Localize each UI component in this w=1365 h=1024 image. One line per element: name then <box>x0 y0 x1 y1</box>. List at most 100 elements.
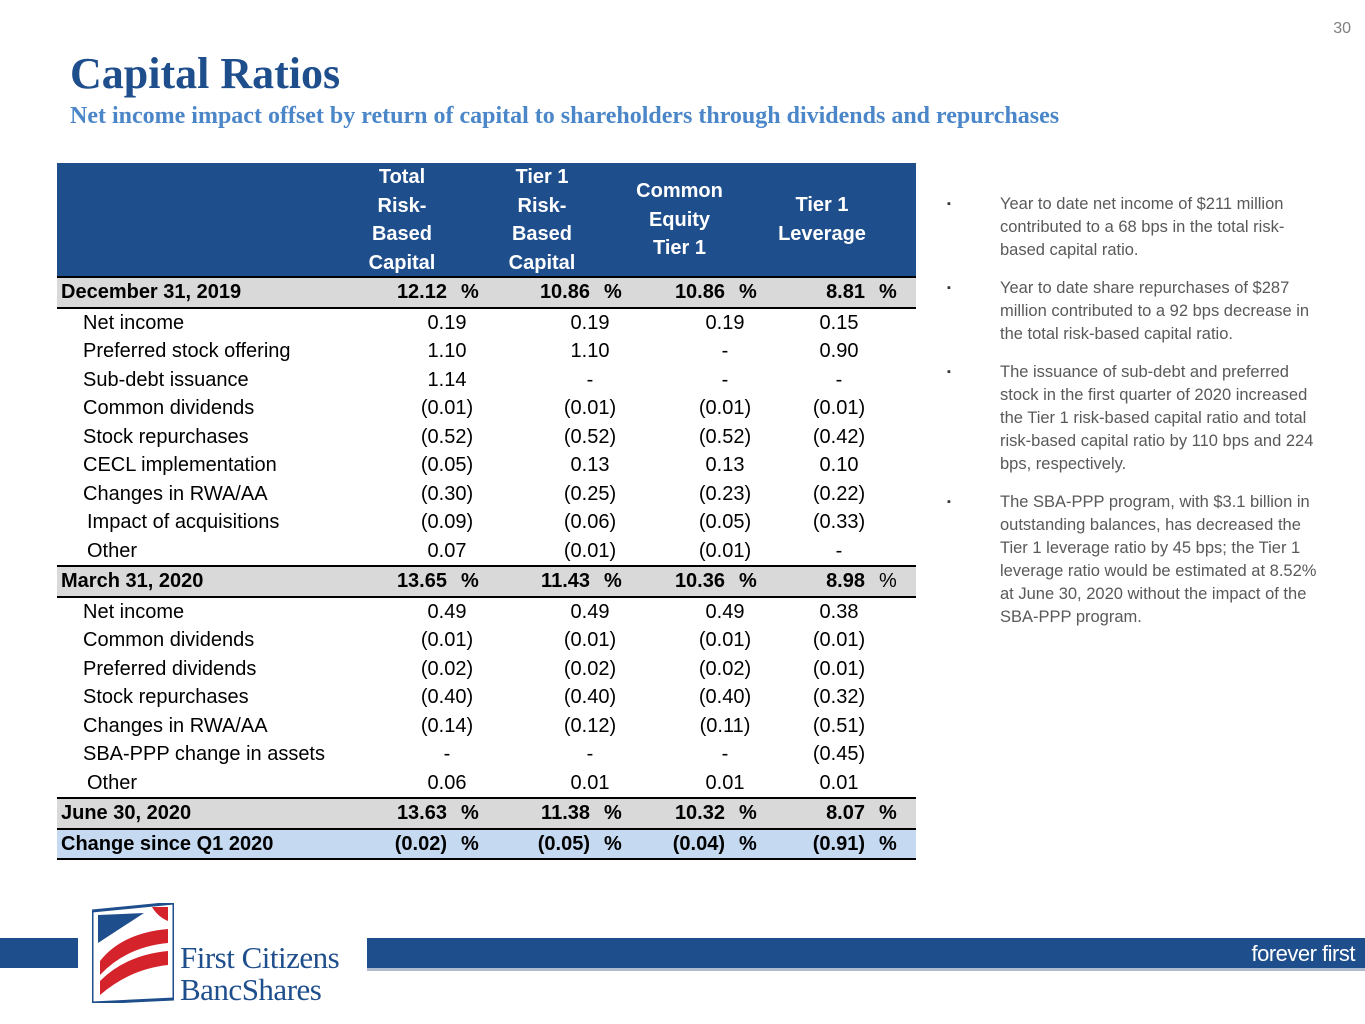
cell-value: 0.49 <box>705 600 745 623</box>
cell-value: 0.19 <box>570 311 610 334</box>
cell-value: 8.07 <box>826 802 865 824</box>
cell-value: 0.38 <box>819 600 859 623</box>
bullet-text: Year to date share repurchases of $287 m… <box>1000 279 1310 343</box>
first-citizens-flag-icon <box>92 903 174 1003</box>
table-row: CECL implementation (0.05) 0.13 0.13 0.10 <box>57 451 916 480</box>
row-label: SBA-PPP change in assets <box>83 743 325 765</box>
header-line: Based <box>511 223 573 245</box>
percent-sign: % <box>461 832 479 855</box>
cell-value: 1.14 <box>427 368 467 391</box>
cell-value: 0.01 <box>819 771 859 794</box>
cell-value: 0.01 <box>570 771 610 794</box>
header-line: Tier 1 <box>653 237 706 259</box>
row-label: Net income <box>83 311 185 334</box>
cell-value: (0.05) <box>420 454 474 476</box>
cell-value: 1.10 <box>570 340 610 362</box>
cell-value: (0.40) <box>563 686 617 708</box>
cell-value: 0.49 <box>427 600 467 623</box>
cell-value: - <box>586 743 594 765</box>
row-label: CECL implementation <box>83 454 277 476</box>
cell-value: (0.02) <box>698 657 752 680</box>
cell-value: (0.01) <box>812 629 866 651</box>
bullet-text: The issuance of sub-debt and preferred s… <box>1000 363 1314 473</box>
cell-value: (0.22) <box>812 482 866 505</box>
cell-value: (0.09) <box>420 511 474 533</box>
cell-value: (0.02) <box>394 832 447 855</box>
table-row: Net income 0.49 0.49 0.49 0.38 <box>57 598 916 627</box>
row-label: Sub-debt issuance <box>83 368 249 391</box>
percent-sign: % <box>879 570 897 592</box>
header-tier1-leverage: Tier 1 Leverage <box>762 191 882 248</box>
cell-value: 1.10 <box>427 340 467 362</box>
table-row: SBA-PPP change in assets - - - (0.45) <box>57 740 916 769</box>
table-row: Impact of acquisitions (0.09) (0.06) (0.05)… <box>57 508 916 537</box>
cell-value: (0.01) <box>563 397 617 419</box>
cell-value: 0.19 <box>427 311 467 334</box>
cell-value: (0.51) <box>812 714 866 737</box>
cell-value: (0.40) <box>420 686 474 708</box>
table-row: Sub-debt issuance 1.14 - - - <box>57 366 916 395</box>
percent-sign: % <box>739 802 757 824</box>
cell-value: (0.40) <box>698 686 752 708</box>
percent-sign: % <box>461 570 479 592</box>
cell-value: - <box>721 743 729 765</box>
row-label: Common dividends <box>83 629 255 651</box>
row-label: Changes in RWA/AA <box>83 714 268 737</box>
cell-value: (0.23) <box>698 482 752 505</box>
header-line: Risk- <box>517 194 567 217</box>
header-line: Tier 1 <box>795 194 849 216</box>
cell-value: (0.02) <box>420 657 474 680</box>
cell-value: 8.81 <box>826 281 865 303</box>
header-total-risk-based-capital: Total Risk- Based Capital <box>357 163 447 277</box>
percent-sign: % <box>879 281 897 303</box>
logo-line-1: First Citizens <box>180 940 340 975</box>
percent-sign: % <box>604 802 622 824</box>
header-line: Capital <box>368 251 436 274</box>
row-label: Stock repurchases <box>83 686 249 708</box>
cell-value: (0.30) <box>420 482 474 505</box>
logo-line-2: BancShares <box>180 972 322 1007</box>
milestone-row: December 31, 2019 12.12% 10.86% 10.86% 8.81% <box>57 278 916 309</box>
cell-value: 0.07 <box>427 539 467 562</box>
cell-value: (0.05) <box>698 511 752 533</box>
cell-value: 0.15 <box>819 311 859 334</box>
cell-value: 10.86 <box>674 281 725 303</box>
cell-value: - <box>443 743 451 765</box>
cell-value: - <box>721 368 729 391</box>
cell-value: 0.90 <box>819 340 859 362</box>
cell-value: 0.13 <box>705 454 745 476</box>
cell-value: (0.02) <box>563 657 617 680</box>
cell-value: - <box>835 539 843 562</box>
table-row: Common dividends (0.01) (0.01) (0.01) (0.01) <box>57 626 916 655</box>
company-logo-text: First Citizens BancShares <box>180 940 340 1007</box>
percent-sign: % <box>879 832 897 855</box>
cell-value: (0.52) <box>698 425 752 448</box>
cell-value: 8.98 <box>826 570 865 592</box>
cell-value: (0.32) <box>812 686 866 708</box>
percent-sign: % <box>604 832 622 855</box>
row-label: Changes in RWA/AA <box>83 482 268 505</box>
row-label: Other <box>87 539 138 562</box>
header-line: Common <box>636 180 723 202</box>
table-row: Changes in RWA/AA (0.30) (0.25) (0.23) (0.22… <box>57 480 916 509</box>
footer-bar-left <box>0 938 78 968</box>
header-line: Total <box>378 166 426 188</box>
cell-value: 0.06 <box>427 771 467 794</box>
row-label: Preferred stock offering <box>83 340 291 362</box>
cell-value: 10.86 <box>539 281 590 303</box>
cell-value: (0.01) <box>420 397 474 419</box>
cell-value: (0.91) <box>812 832 865 855</box>
percent-sign: % <box>461 802 479 824</box>
cell-value: 11.43 <box>541 570 590 592</box>
cell-value: 0.10 <box>819 454 859 476</box>
row-label: Impact of acquisitions <box>87 511 280 533</box>
cell-value: (0.01) <box>812 397 866 419</box>
row-label: Preferred dividends <box>83 657 257 680</box>
cell-value: 0.13 <box>570 454 610 476</box>
table-header: Total Risk- Based Capital Tier 1 Risk- B… <box>57 163 916 278</box>
row-label: Other <box>87 771 138 794</box>
header-tier1-risk-based-capital: Tier 1 Risk- Based Capital <box>497 163 587 277</box>
bullet-item: ▪ Year to date share repurchases of $287 … <box>945 277 1325 346</box>
cell-value: (0.12) <box>563 714 617 737</box>
bullet-square-icon: ▪ <box>947 282 951 294</box>
